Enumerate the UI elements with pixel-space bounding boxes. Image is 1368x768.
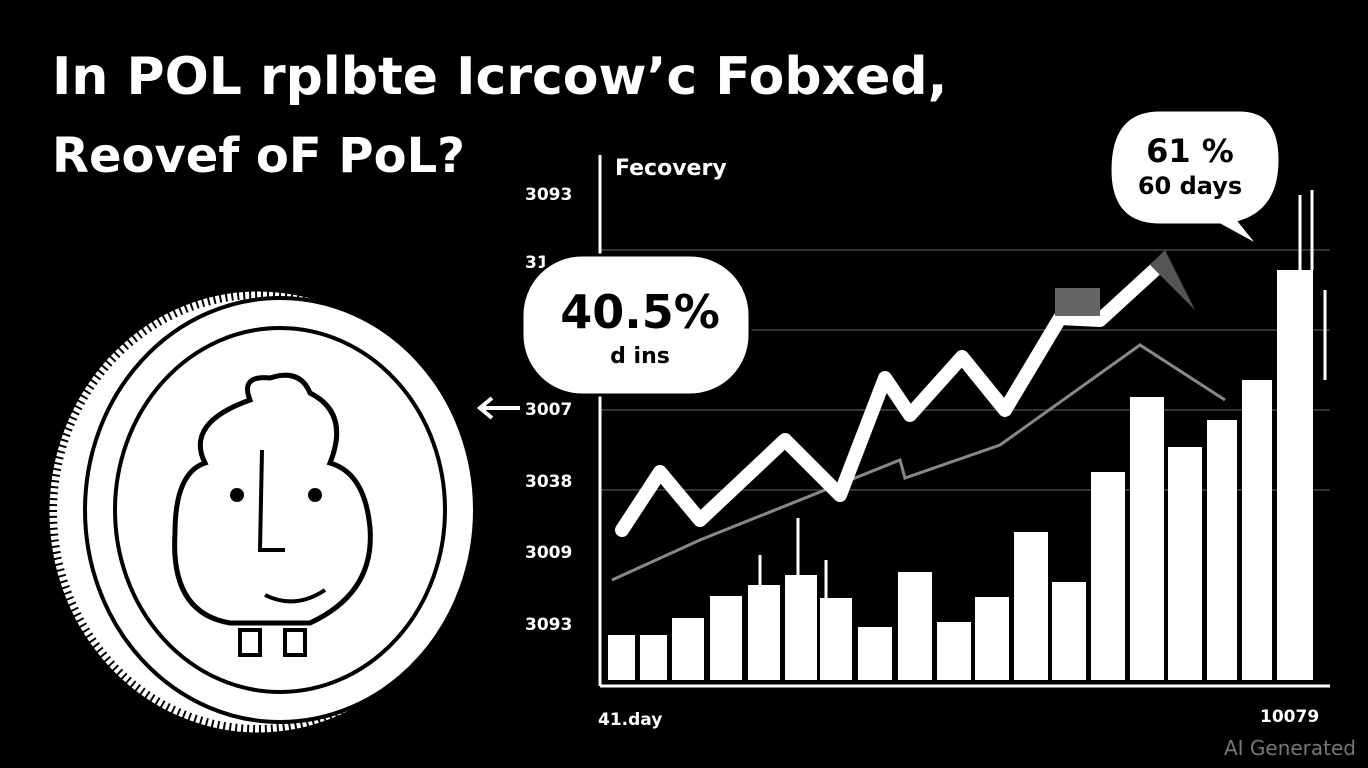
callout-text: d ins — [610, 344, 670, 369]
callout-value: 40.5% — [560, 285, 720, 339]
callout-value: 61 % — [1146, 132, 1234, 170]
watermark: AI Generated — [1224, 736, 1356, 760]
bars — [608, 270, 1313, 680]
x-label: 41.day — [598, 710, 662, 730]
price-line — [615, 258, 1167, 537]
y-label: 3007 — [525, 400, 572, 420]
callout: 40.5% d ins — [520, 253, 752, 397]
trend-line — [611, 343, 1226, 582]
y-label: 3093 — [525, 185, 572, 205]
y-label: 3038 — [525, 472, 572, 492]
coin — [46, 288, 477, 736]
arrow-head — [1150, 250, 1195, 310]
y-label: 3093 — [525, 615, 572, 635]
callout-text: 60 days — [1138, 172, 1242, 200]
x-label: 10079 — [1260, 707, 1319, 727]
callout: 61 % 60 days — [1108, 108, 1282, 249]
title-line: In POL rplbte Icrcow’c Fobxed, — [52, 47, 947, 107]
y-label: 3009 — [525, 543, 572, 563]
wicks — [758, 190, 1327, 615]
chart-label: Fecovery — [615, 156, 727, 181]
arrow — [476, 396, 520, 420]
title-line: Reovef oF PoL? — [52, 128, 465, 184]
marker — [1055, 288, 1100, 316]
